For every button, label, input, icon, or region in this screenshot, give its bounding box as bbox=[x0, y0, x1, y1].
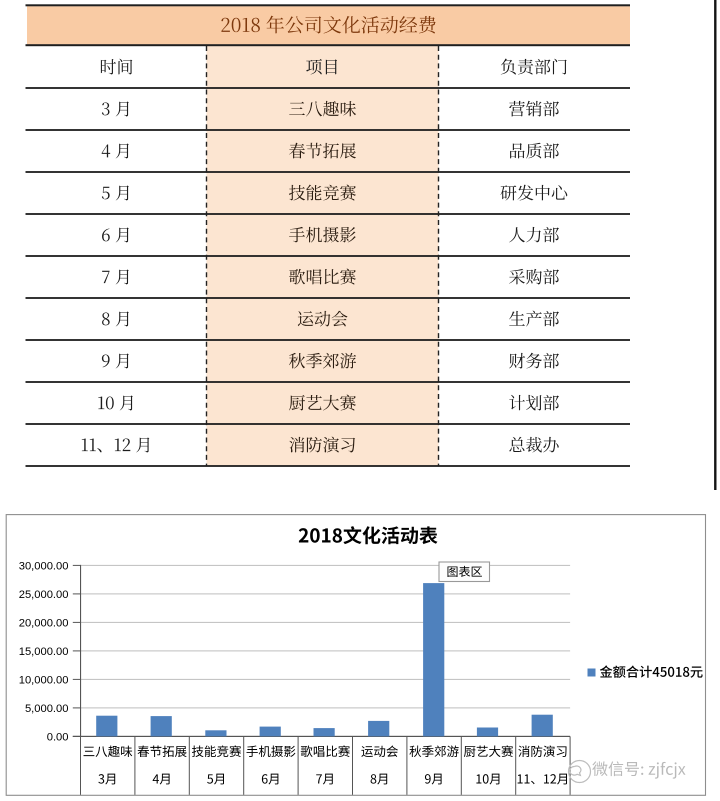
svg-text:0.00: 0.00 bbox=[47, 731, 69, 743]
svg-text:5,000.00: 5,000.00 bbox=[25, 703, 69, 715]
svg-text:30,000.00: 30,000.00 bbox=[19, 560, 69, 572]
svg-text:15,000.00: 15,000.00 bbox=[19, 646, 69, 658]
svg-text:25,000.00: 25,000.00 bbox=[19, 589, 69, 601]
svg-text:20,000.00: 20,000.00 bbox=[19, 617, 69, 629]
svg-text:10,000.00: 10,000.00 bbox=[19, 674, 69, 686]
